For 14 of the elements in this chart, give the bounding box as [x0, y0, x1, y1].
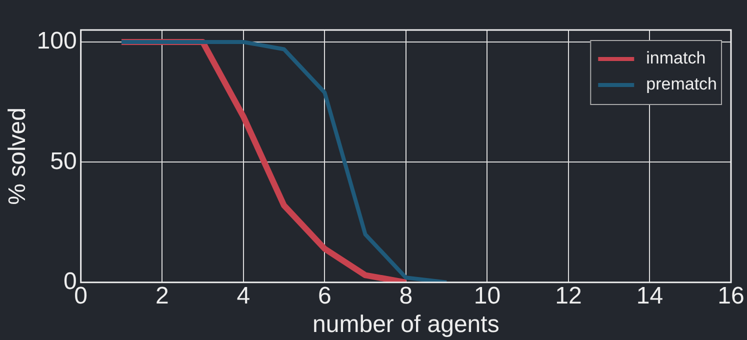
y-axis-title: % solved	[4, 108, 32, 205]
x-tick-label: 4	[236, 282, 250, 310]
legend-label: prematch	[646, 74, 718, 94]
x-tick-label: 14	[636, 282, 664, 310]
x-tick-label: 16	[718, 282, 744, 310]
x-tick-label: 8	[399, 282, 413, 310]
x-tick-label: 12	[555, 282, 582, 310]
y-tick-label: 100	[36, 28, 77, 55]
x-tick-label: 10	[474, 282, 501, 310]
y-tick-label: 50	[50, 148, 77, 175]
x-tick-label: 6	[318, 282, 332, 310]
x-axis-title: number of agents	[312, 311, 500, 338]
x-tick-label: 2	[155, 282, 169, 310]
legend-label: inmatch	[646, 48, 706, 68]
